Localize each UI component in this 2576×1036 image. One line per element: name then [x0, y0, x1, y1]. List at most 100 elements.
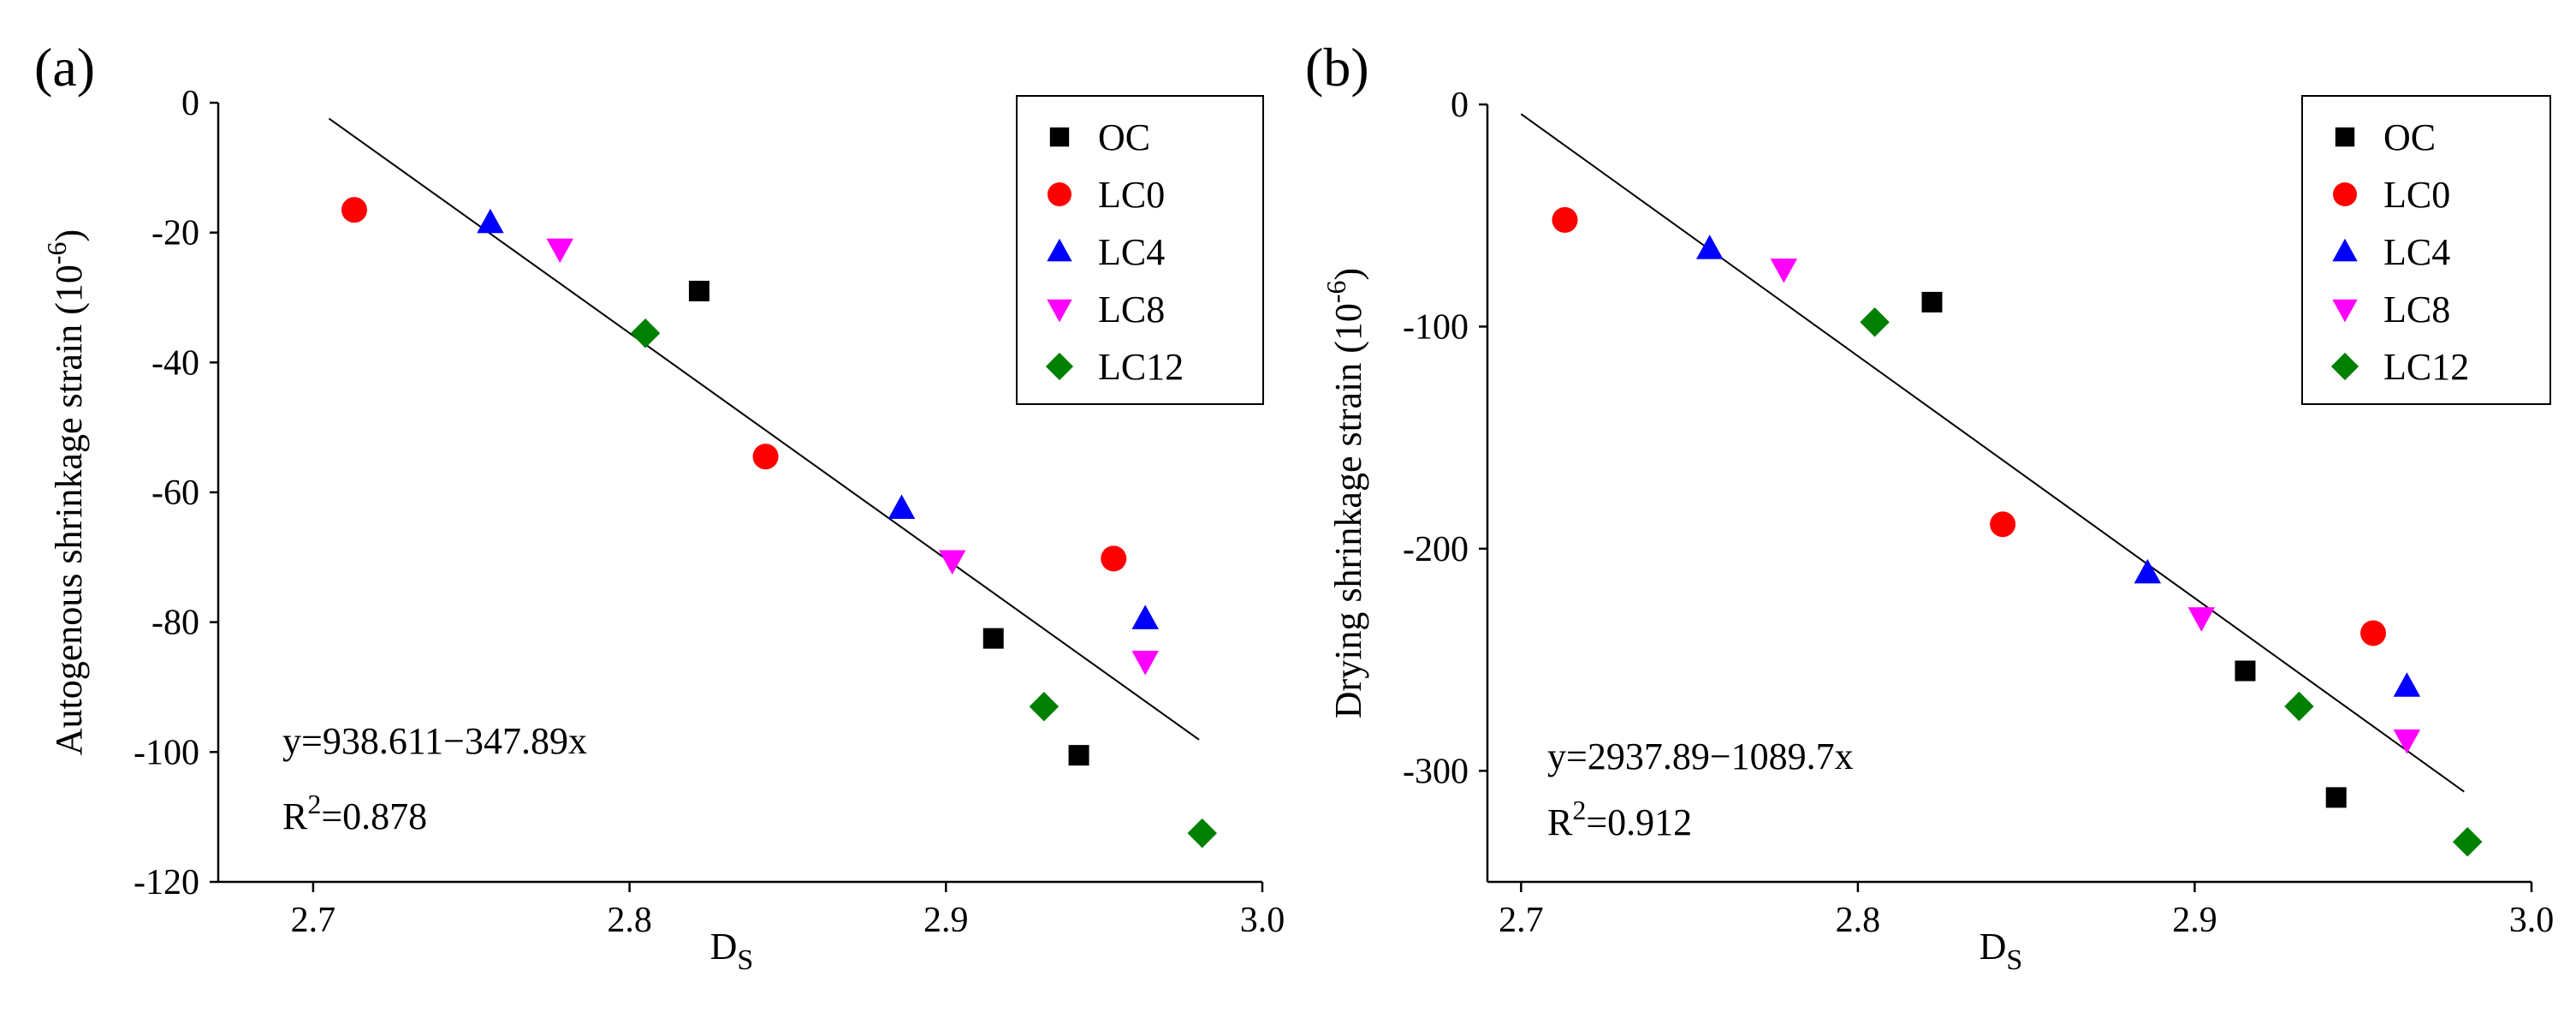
- y-axis-label: Autogenous shrinkage strain (10-6): [41, 229, 90, 755]
- legend-marker-lc4: [1047, 238, 1072, 262]
- legend-marker-lc8: [1047, 299, 1072, 323]
- point-lc0: [1101, 545, 1127, 572]
- legend-label-oc: OC: [2383, 116, 2436, 158]
- point-oc: [688, 280, 709, 301]
- legend-marker-lc4: [2332, 238, 2358, 262]
- legend-marker-oc: [1049, 127, 1070, 147]
- y-axis-label-end: ): [1327, 268, 1369, 281]
- x-axis-label-main: D: [710, 926, 738, 968]
- y-tick-label: -100: [134, 733, 199, 772]
- point-lc8: [2393, 729, 2421, 754]
- y-tick-label: -40: [151, 343, 199, 383]
- point-lc0: [2360, 620, 2387, 646]
- legend-label-lc4: LC4: [1098, 231, 1165, 273]
- panel-b: 0 -100 -200 -300 2.7 2.8 2.9 3.0 DS Drying shrink…: [1305, 37, 2554, 976]
- y-tick-label: 0: [1451, 86, 1469, 125]
- y-axis-label: Drying shrinkage strain (10-6): [1321, 268, 1369, 718]
- r-squared-superscript: 2: [1572, 795, 1586, 825]
- point-lc8: [1131, 651, 1159, 676]
- x-axis-label: DS: [1979, 926, 2023, 976]
- point-lc12: [2452, 827, 2483, 857]
- point-lc0: [752, 444, 779, 470]
- x-tick-label: 2.9: [923, 901, 969, 940]
- y-axis-label-end: ): [48, 229, 90, 242]
- x-tick-label: 2.7: [1499, 901, 1544, 940]
- legend-label-lc8: LC8: [2383, 289, 2450, 330]
- x-tick-label: 2.8: [1836, 901, 1881, 940]
- y-axis-label-main: Autogenous shrinkage strain (10: [48, 265, 90, 755]
- point-oc: [982, 628, 1004, 649]
- r-squared-value: =0.878: [321, 795, 427, 837]
- panel-label: (a): [34, 37, 95, 98]
- r-squared-superscript: 2: [307, 789, 321, 819]
- legend-label-lc0: LC0: [2383, 174, 2450, 216]
- point-lc4: [1695, 235, 1724, 259]
- point-lc12: [2284, 691, 2314, 722]
- y-tick-label: -200: [1403, 530, 1469, 569]
- point-lc8: [2187, 607, 2216, 632]
- point-lc12: [1860, 307, 1890, 337]
- x-tick-label: 3.0: [2509, 901, 2555, 940]
- y-axis-label-superscript: -6: [1321, 280, 1351, 303]
- y-axis-label-superscript: -6: [41, 241, 72, 265]
- point-lc12: [1029, 692, 1059, 722]
- point-oc: [2325, 787, 2347, 808]
- x-tick-label: 3.0: [1240, 901, 1285, 940]
- r-squared-label: R: [282, 795, 308, 837]
- r-squared: R2=0.912: [1547, 795, 1692, 843]
- point-lc4: [2134, 558, 2162, 584]
- point-lc4: [2393, 672, 2421, 697]
- point-lc8: [938, 550, 966, 575]
- y-tick-label: -60: [151, 473, 199, 513]
- x-tick-label: 2.8: [607, 901, 652, 940]
- point-lc12: [1187, 818, 1218, 848]
- legend-label-oc: OC: [1098, 116, 1150, 158]
- legend-label-lc12: LC12: [2383, 346, 2469, 388]
- legend-label-lc4: LC4: [2383, 231, 2450, 273]
- legend-marker-lc0: [1048, 182, 1071, 206]
- point-lc4: [887, 494, 916, 519]
- r-squared-label: R: [1547, 801, 1573, 843]
- point-oc: [2235, 660, 2256, 682]
- x-axis-label: DS: [710, 926, 754, 976]
- y-tick-label: -20: [151, 214, 199, 253]
- y-tick-label: -300: [1403, 752, 1469, 791]
- legend: OC LC0 LC4 LC8 LC12: [1016, 95, 1264, 405]
- legend: OC LC0 LC4 LC8 LC12: [2301, 95, 2551, 405]
- point-lc4: [1131, 604, 1159, 629]
- x-axis-label-subscript: S: [2006, 944, 2022, 976]
- y-tick-label: 0: [181, 84, 199, 123]
- r-squared-value: =0.912: [1586, 801, 1692, 843]
- r-squared: R2=0.878: [282, 789, 427, 837]
- y-tick-label: -100: [1403, 307, 1469, 347]
- y-tick-label: -120: [134, 863, 199, 902]
- y-axis-label-main: Drying shrinkage strain (10: [1327, 303, 1369, 718]
- fit-line: [328, 117, 1200, 741]
- legend-marker-lc12: [1045, 352, 1074, 381]
- fit-line: [1520, 113, 2465, 793]
- x-axis-label-main: D: [1979, 926, 2007, 968]
- fit-equation: y=938.611−347.89x: [282, 720, 587, 762]
- fit-equation: y=2937.89−1089.7x: [1547, 735, 1854, 777]
- point-lc12: [630, 318, 661, 348]
- point-lc0: [1552, 206, 1578, 233]
- point-lc4: [477, 208, 504, 234]
- panel-label: (b): [1305, 37, 1369, 98]
- x-tick-label: 2.7: [291, 901, 336, 940]
- legend-label-lc8: LC8: [1098, 289, 1165, 330]
- point-oc: [1068, 745, 1089, 766]
- legend-marker-lc8: [2332, 299, 2358, 323]
- x-axis-label-subscript: S: [737, 944, 753, 976]
- legend-label-lc12: LC12: [1098, 346, 1184, 388]
- point-lc8: [1770, 258, 1798, 283]
- legend-marker-lc0: [2333, 182, 2357, 206]
- legend-marker-lc12: [2330, 352, 2359, 381]
- x-tick-label: 2.9: [2172, 901, 2217, 940]
- legend-label-lc0: LC0: [1098, 174, 1165, 216]
- point-lc0: [341, 197, 367, 223]
- point-lc0: [1990, 511, 2016, 538]
- point-lc8: [546, 238, 574, 264]
- panel-a: 0 -20 -40 -60 -80 -100 -120 2.7 2.8 2.9 3.0 DS Autog…: [34, 37, 1285, 976]
